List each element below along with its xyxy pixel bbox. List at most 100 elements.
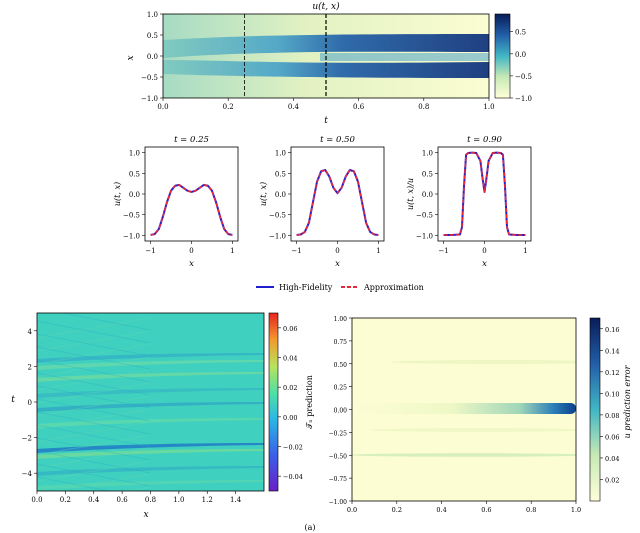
x-tick-label: 1.0: [173, 496, 184, 504]
tn-diagonal: [37, 385, 151, 409]
tn-diagonal: [37, 421, 151, 443]
x-tick-label: −1: [145, 247, 155, 255]
colorbar-tick-label: 0.0: [515, 51, 526, 59]
colorbar-tick-label: 0.06: [283, 325, 297, 333]
x-tick-label: 1: [230, 247, 234, 255]
tn-diagonal: [37, 356, 151, 378]
legend-label-approximation: Approximation: [363, 283, 424, 292]
line-plot-3: −1 0 1 −1.0 −0.5 0.0 0.5 1.0 t = 0.90 x u(t, x)/u: [406, 135, 532, 269]
y-tick-label: 0.5: [147, 32, 158, 40]
y-tick-label: 0: [28, 399, 32, 407]
y-tick-label: 4: [28, 328, 33, 336]
tn-streak: [37, 418, 264, 428]
tn-heatmap-xlabel: x: [143, 510, 148, 520]
err-colorbar-label: u prediction error: [623, 364, 632, 438]
y-tick-label: −4: [22, 470, 33, 478]
tn-heatmap-background: [37, 313, 264, 491]
y-tick-label: −0.75: [329, 476, 348, 483]
tn-diagonal: [37, 447, 151, 469]
y-tick-label: −1.0: [269, 232, 286, 240]
y-tick-label: −1.00: [329, 499, 348, 506]
tn-diagonal: [37, 408, 151, 430]
line-plot-title: t = 0.90: [467, 135, 502, 145]
tn-diagonal: [37, 359, 151, 383]
tn-diagonal: [123, 486, 151, 491]
tn-diagonal: [37, 372, 151, 396]
x-tick-label: 0.2: [392, 506, 402, 514]
colorbar-tick-label: 0.02: [283, 384, 297, 392]
tn-streak: [37, 480, 264, 490]
tn-streak: [37, 360, 264, 370]
tn-streak: [37, 449, 264, 459]
x-tick-label: 1.0: [571, 506, 581, 514]
line-plot-ylabel: u(t, x): [113, 182, 122, 206]
x-tick-label: 0.4: [288, 103, 300, 111]
colorbar-tick-label: 0.16: [605, 326, 619, 334]
colorbar-tick-label: 0.06: [605, 433, 619, 441]
tn-diagonal: [37, 398, 151, 422]
tn-colorbar-ticks: 0.06 0.04 0.02 0.00 −0.02 −0.04: [278, 325, 303, 481]
x-tick-label: 0.0: [157, 103, 168, 111]
x-tick-label: 0.6: [481, 506, 491, 514]
colorbar-tick-label: −0.5: [515, 73, 532, 81]
tn-streak: [37, 466, 264, 476]
line-plot-xlabel: x: [189, 259, 194, 269]
x-tick-label: 0.6: [353, 103, 365, 111]
colorbar-tick-label: 0.04: [605, 455, 619, 463]
y-tick-label: 1.00: [334, 316, 348, 323]
err-streak-center: [352, 403, 576, 414]
tn-diagonal: [37, 460, 151, 482]
y-tick-label: 0.25: [334, 385, 348, 392]
err-heatmap-yticks: 1.00 0.75 0.50 0.25 0.00 −0.25 −0.50 −0.75 −1.00: [329, 316, 352, 506]
x-tick-label: 0.8: [145, 496, 156, 504]
y-tick-label: 1.0: [129, 150, 140, 158]
y-tick-label: 0.50: [334, 362, 348, 369]
colorbar-tick-label: 0.04: [283, 355, 297, 363]
line-plot-xlabel: x: [335, 259, 340, 269]
y-tick-label: −1.0: [416, 232, 433, 240]
colorbar-tick-label: 0.00: [283, 414, 297, 422]
y-tick-label: 0.5: [275, 170, 286, 178]
top-heatmap-title: u(t, x): [312, 1, 340, 12]
tn-diagonal: [37, 437, 151, 461]
x-tick-label: 0: [335, 247, 339, 255]
tn-diagonal: [37, 434, 151, 456]
x-tick-label: −1: [291, 247, 301, 255]
line-plot-frame: [437, 146, 532, 242]
series-approximation: [296, 169, 379, 236]
colorbar-tick-label: 0.14: [605, 347, 619, 355]
tn-heatmap: x t 0.0 0.2 0.4 0.6 0.8 1.0 1.2 1.4 −4 −2 0 2 4 0.0…: [11, 312, 314, 520]
y-tick-label: −0.5: [269, 212, 286, 220]
err-heatmap-xticks: 0.0 0.2 0.4 0.6 0.8 1.0: [347, 501, 581, 514]
tn-diagonal: [37, 424, 151, 448]
top-heatmap-xlabel: t: [324, 116, 328, 126]
err-streak-top: [390, 360, 576, 364]
top-heatmap-ylabel: x: [126, 55, 136, 60]
x-tick-label: 0.2: [223, 103, 234, 111]
top-heatmap-yticks: 1.0 0.5 0.0 −0.5 −1.0: [141, 11, 163, 103]
x-tick-label: 0.4: [436, 506, 446, 514]
y-tick-label: 2: [28, 363, 32, 371]
y-tick-label: 0.5: [422, 170, 433, 178]
top-heatmap: u(t, x) t x 0.0 0.2 0.4 0.6 0.8 1.0 1.0 0.5 0.0…: [126, 1, 532, 126]
y-tick-label: −2: [22, 435, 32, 443]
figure-caption: (a): [304, 523, 315, 532]
tn-heatmap-yticks: −4 −2 0 2 4: [22, 328, 37, 478]
tn-heatmap-ylabel: t: [11, 395, 15, 405]
x-tick-label: 1.0: [483, 103, 494, 111]
tn-heatmap-xticks: 0.0 0.2 0.4 0.6 0.8 1.0 1.2 1.4: [31, 491, 242, 504]
y-tick-label: −1.0: [141, 95, 158, 103]
legend-label-high-fidelity: High-Fidelity: [279, 283, 333, 292]
line-plot-title: t = 0.25: [174, 135, 209, 145]
tn-colorbar: [268, 312, 279, 492]
tn-diagonal: [37, 330, 151, 352]
x-tick-label: 0: [482, 247, 486, 255]
line-plot-ylabel: u(t, x): [259, 182, 268, 206]
colorbar-tick-label: 0.10: [605, 390, 619, 398]
err-colorbar-ticks: 0.16 0.14 0.12 0.10 0.08 0.06 0.04 0.02: [600, 326, 619, 484]
x-tick-label: 0.0: [347, 506, 357, 514]
tn-diagonal: [60, 313, 151, 331]
err-colorbar: [589, 317, 601, 502]
y-tick-label: −1.0: [123, 232, 140, 240]
y-tick-label: 0.0: [275, 191, 286, 199]
